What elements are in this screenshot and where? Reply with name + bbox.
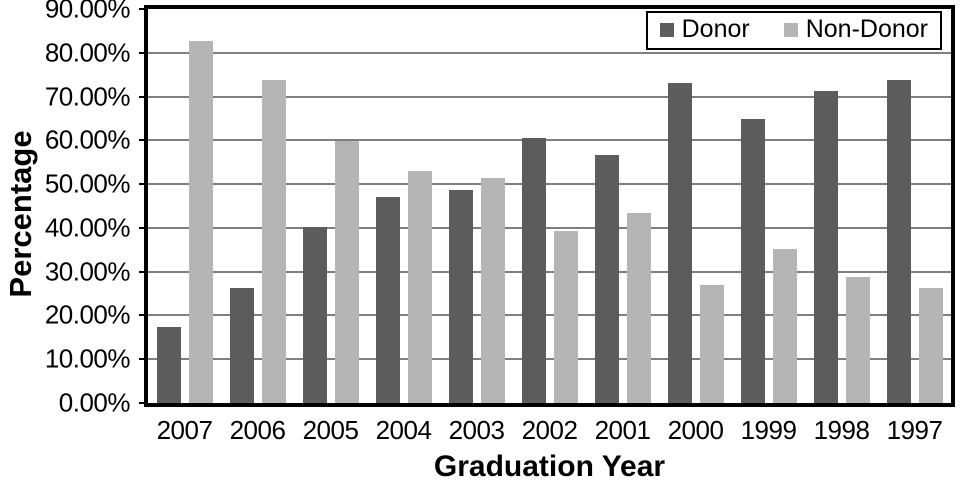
y-tick-mark	[139, 95, 145, 98]
bar-non-donor-2002	[553, 230, 578, 403]
bar-donor-2005	[302, 227, 327, 403]
bar-non-donor-2004	[407, 170, 432, 403]
gridline	[148, 183, 951, 186]
bar-donor-2001	[594, 155, 619, 403]
x-tick-label: 2004	[375, 415, 432, 445]
y-tick-label: 0.00%	[58, 387, 131, 418]
bar-group-1999	[732, 9, 805, 403]
y-tick-mark	[139, 402, 145, 404]
y-tick-mark	[139, 226, 145, 229]
bar-donor-2003	[448, 190, 473, 403]
legend-item-non-donor: Non-Donor	[783, 15, 928, 44]
bar-non-donor-2000	[699, 284, 724, 403]
bar-donor-2002	[521, 137, 546, 403]
y-tick-mark	[139, 270, 145, 273]
y-tick-label: 90.00%	[44, 0, 131, 24]
x-tick-label: 2000	[667, 415, 724, 445]
x-tick-label: 1999	[740, 415, 797, 445]
bar-donor-1998	[813, 91, 838, 403]
legend-item-donor: Donor	[659, 15, 750, 44]
bar-group-2003	[440, 9, 513, 403]
y-tick-label: 30.00%	[44, 256, 131, 287]
gridline	[148, 270, 951, 273]
x-axis-title: Graduation Year	[433, 450, 666, 483]
bar-non-donor-2006	[261, 80, 286, 403]
bar-donor-2006	[229, 287, 254, 403]
y-tick-mark	[139, 8, 145, 10]
gridlines-layer	[148, 9, 951, 403]
bar-group-1998	[805, 9, 878, 403]
bar-non-donor-2001	[626, 213, 651, 403]
bar-group-2001	[586, 9, 659, 403]
y-tick-label: 40.00%	[44, 212, 131, 243]
y-tick-label: 60.00%	[44, 124, 131, 155]
y-tick-label: 10.00%	[44, 343, 131, 374]
x-axis: 2007 2006 2005 2004 2003 2002 2001 2000 1999 1998…	[148, 415, 951, 445]
y-tick-mark	[139, 358, 145, 361]
legend-label-non-donor: Non-Donor	[805, 15, 928, 43]
x-tick-label: 2006	[229, 415, 286, 445]
y-tick-mark	[139, 51, 145, 54]
bar-group-2000	[659, 9, 732, 403]
x-tick-label: 2003	[448, 415, 505, 445]
bar-donor-2000	[667, 83, 692, 403]
x-tick-label: 2001	[594, 415, 651, 445]
y-tick-mark	[139, 139, 145, 142]
bar-non-donor-2003	[480, 177, 505, 403]
y-axis: 0.00% 10.00% 20.00% 30.00% 40.00% 50.00% 60.00…	[0, 0, 145, 418]
bar-group-1997	[878, 9, 951, 403]
x-tick-label: 1998	[813, 415, 870, 445]
bar-donor-2007	[156, 327, 181, 403]
legend-label-donor: Donor	[681, 15, 750, 43]
x-tick-label: 2005	[302, 415, 359, 445]
bar-group-2007	[148, 9, 221, 403]
bar-group-2005	[294, 9, 367, 403]
gridline	[148, 139, 951, 142]
y-tick-mark	[139, 314, 145, 317]
bar-donor-1997	[886, 79, 911, 403]
gridline	[148, 358, 951, 361]
bar-non-donor-2005	[334, 141, 359, 403]
plot-area: Donor Non-Donor	[144, 5, 955, 407]
legend-swatch-non-donor	[783, 22, 798, 37]
gridline	[148, 314, 951, 317]
bars-layer	[148, 9, 951, 403]
legend: Donor Non-Donor	[645, 11, 942, 50]
bar-donor-1999	[740, 119, 765, 403]
gridline	[148, 51, 951, 54]
gridline	[148, 226, 951, 229]
y-tick-label: 70.00%	[44, 81, 131, 112]
bar-group-2002	[513, 9, 586, 403]
legend-swatch-donor	[659, 22, 674, 37]
bar-group-2004	[367, 9, 440, 403]
y-tick-label: 50.00%	[44, 168, 131, 199]
bar-donor-2004	[375, 197, 400, 403]
x-tick-label: 2007	[156, 415, 213, 445]
x-tick-label: 1997	[886, 415, 943, 445]
bar-group-2006	[221, 9, 294, 403]
gridline	[148, 95, 951, 98]
bar-non-donor-1999	[772, 248, 797, 403]
bar-non-donor-1998	[845, 276, 870, 403]
x-tick-label: 2002	[521, 415, 578, 445]
y-tick-label: 80.00%	[44, 37, 131, 68]
y-tick-mark	[139, 183, 145, 186]
y-tick-label: 20.00%	[44, 299, 131, 330]
bar-non-donor-2007	[188, 40, 213, 403]
bar-non-donor-1997	[918, 288, 943, 403]
